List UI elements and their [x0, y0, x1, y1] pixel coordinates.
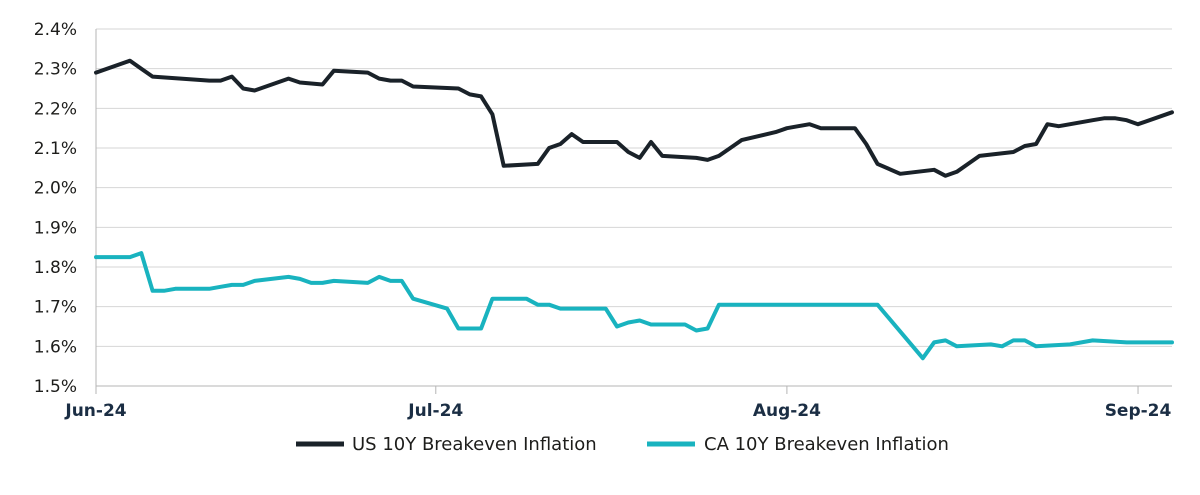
y-tick-label: 2.4%: [34, 20, 77, 40]
legend-label: US 10Y Breakeven Inflation: [352, 434, 597, 455]
y-tick-label: 2.3%: [34, 60, 77, 80]
series-lines: [94, 58, 1174, 361]
y-tick-label: 2.0%: [34, 179, 77, 199]
y-tick-label: 1.6%: [34, 337, 77, 357]
y-tick-label: 1.7%: [34, 298, 77, 318]
y-tick-label: 1.5%: [34, 377, 77, 397]
y-tick-label: 2.2%: [34, 99, 77, 119]
y-tick-label: 1.8%: [34, 258, 77, 278]
x-tick-label: Sep-24: [1105, 401, 1172, 421]
y-axis: 2.4% 2.3% 2.2% 2.1% 2.0% 1.9% 1.8% 1.7% 1.6% 1.5%: [34, 20, 97, 397]
x-tick-label: Aug-24: [753, 401, 821, 421]
x-axis: Jun-24 Jul-24 Aug-24 Sep-24: [64, 386, 1172, 421]
x-tick-label: Jun-24: [64, 401, 126, 421]
grid-lines: [96, 28, 1172, 387]
legend-label: CA 10Y Breakeven Inflation: [704, 434, 949, 455]
y-tick-label: 2.1%: [34, 139, 77, 159]
series-line-ca: [94, 251, 1174, 361]
series-line-us: [94, 58, 1174, 178]
y-tick-label: 1.9%: [34, 218, 77, 238]
x-tick-label: Jul-24: [407, 401, 463, 421]
legend: US 10Y Breakeven Inflation CA 10Y Breakev…: [296, 434, 949, 455]
